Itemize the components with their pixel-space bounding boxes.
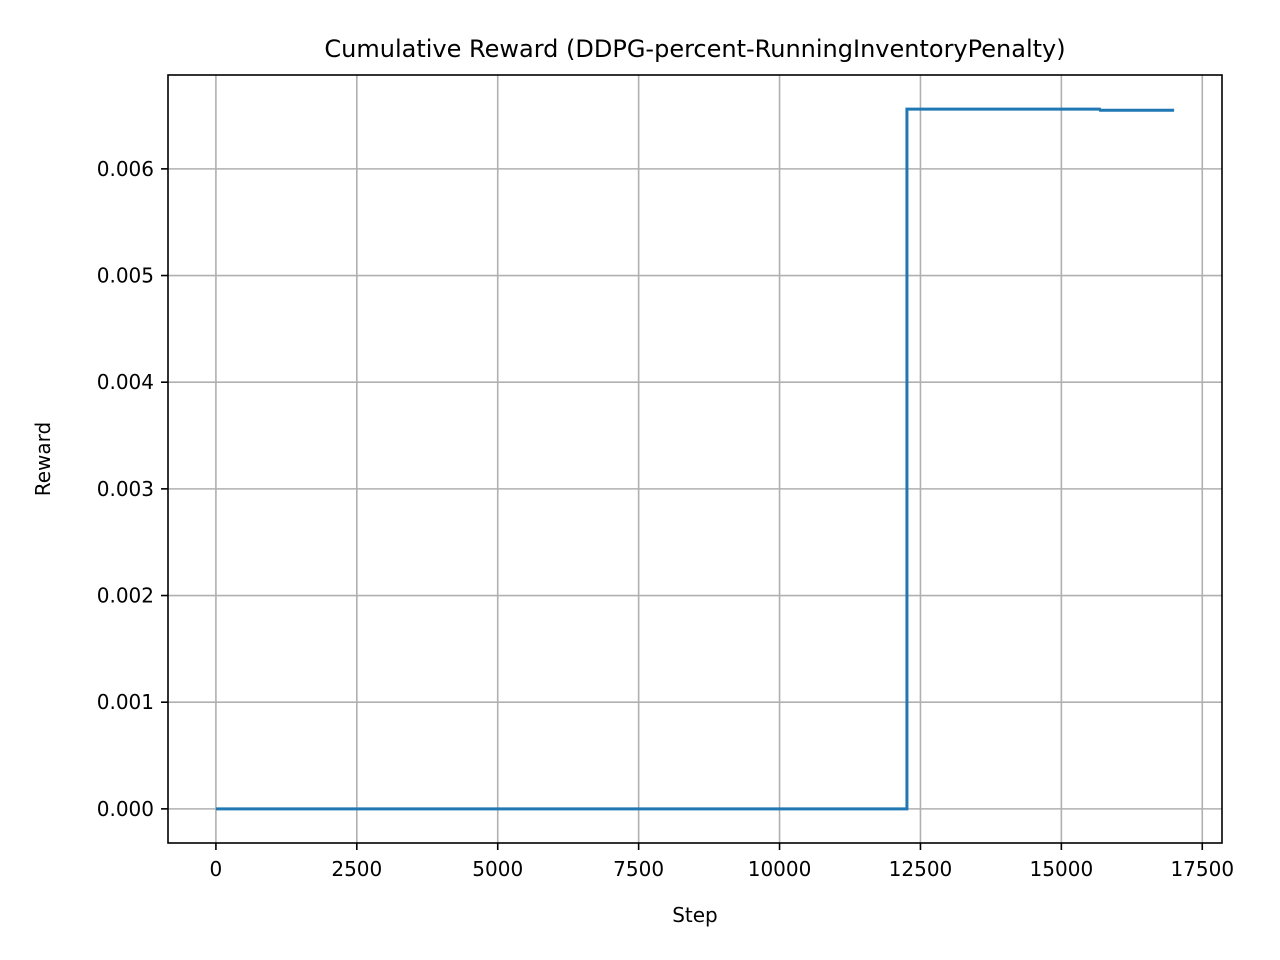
y-tick-label: 0.004 bbox=[97, 370, 154, 394]
x-tick-label: 0 bbox=[210, 857, 223, 881]
y-tick-label: 0.002 bbox=[97, 584, 154, 608]
x-tick-label: 10000 bbox=[748, 857, 812, 881]
y-tick-label: 0.001 bbox=[97, 690, 154, 714]
x-axis-label: Step bbox=[672, 903, 718, 927]
y-axis-label: Reward bbox=[31, 422, 55, 496]
x-axis-ticks: 0 2500 5000 7500 10000 12500 15000 17500 bbox=[210, 843, 1234, 881]
x-tick-label: 17500 bbox=[1170, 857, 1234, 881]
y-tick-label: 0.006 bbox=[97, 157, 154, 181]
grid bbox=[168, 75, 1222, 843]
x-tick-label: 7500 bbox=[613, 857, 664, 881]
x-tick-label: 5000 bbox=[472, 857, 523, 881]
series-line bbox=[215, 107, 1175, 811]
y-tick-label: 0.000 bbox=[97, 797, 154, 821]
plot-frame bbox=[167, 74, 1223, 844]
y-axis-ticks: 0.000 0.001 0.002 0.003 0.004 0.005 0.006 bbox=[97, 157, 168, 821]
chart-title: Cumulative Reward (DDPG-percent-RunningI… bbox=[324, 35, 1065, 63]
x-tick-label: 15000 bbox=[1030, 857, 1094, 881]
y-tick-label: 0.005 bbox=[97, 264, 154, 288]
x-tick-label: 12500 bbox=[889, 857, 953, 881]
y-tick-label: 0.003 bbox=[97, 477, 154, 501]
x-tick-label: 2500 bbox=[331, 857, 382, 881]
series-layer bbox=[215, 107, 1175, 811]
